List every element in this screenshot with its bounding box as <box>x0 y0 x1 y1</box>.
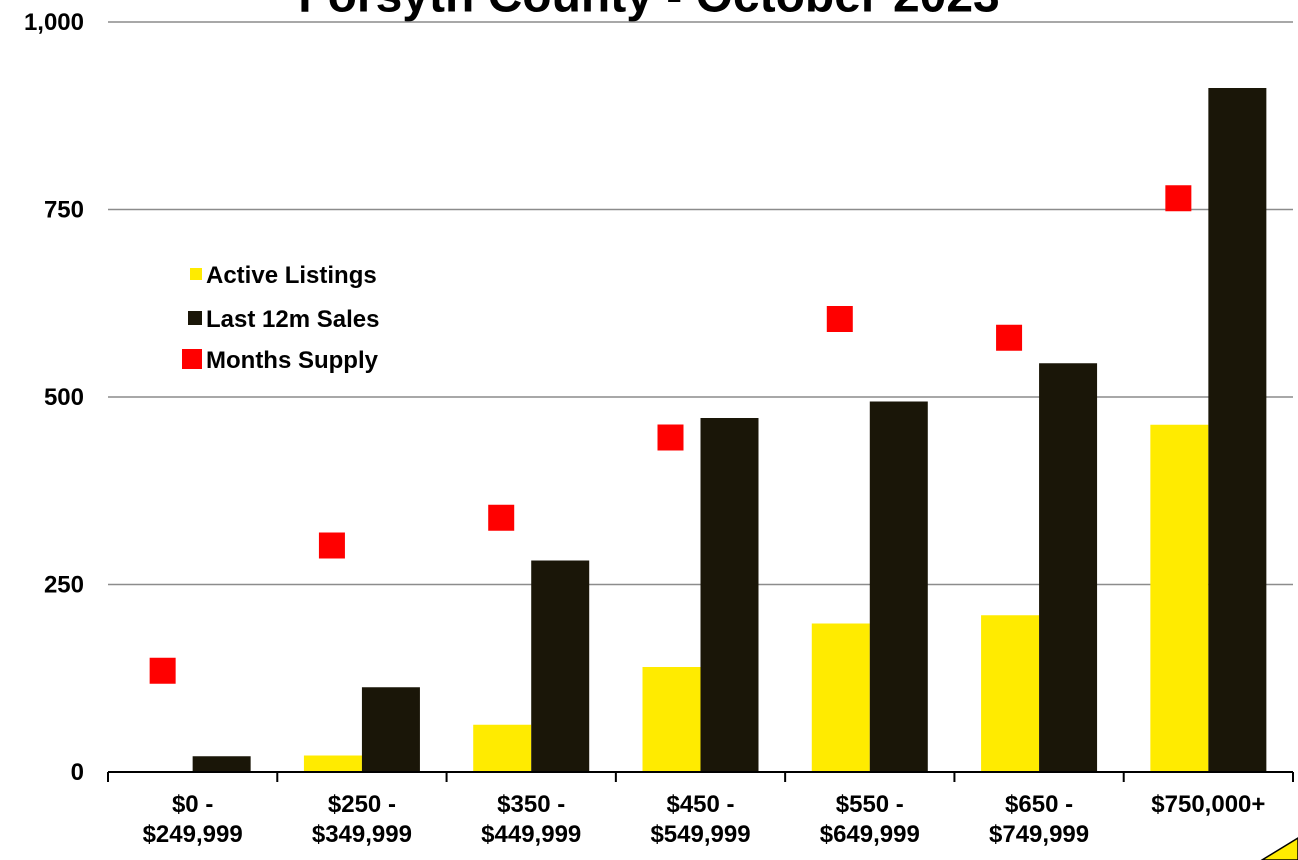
last-12m-sales-bar <box>192 756 251 772</box>
x-tick-label: $450 - <box>666 791 734 818</box>
legend: Active Listings Last 12m Sales Months Supp… <box>182 262 379 374</box>
active-listings-bar <box>642 667 701 772</box>
y-tick-label: 0 <box>71 759 84 786</box>
x-tick-label: $650 - <box>1005 791 1073 818</box>
y-axis-ticks: 0 250 500 750 1,000 <box>24 9 84 786</box>
months-supply-markers <box>149 185 1192 684</box>
active-listings-bar <box>1150 424 1209 772</box>
x-tick-label: $449,999 <box>481 821 581 848</box>
last-12m-sales-bar <box>531 560 590 772</box>
x-tick-label: $250 - <box>328 791 396 818</box>
x-tick-label: $349,999 <box>312 821 412 848</box>
months-supply-marker <box>1165 185 1192 212</box>
last-12m-sales-bar <box>700 418 759 772</box>
active-listings-bar <box>811 623 870 772</box>
months-supply-marker <box>996 324 1023 351</box>
x-tick-label: $350 - <box>497 791 565 818</box>
active-listings-legend-label: Active Listings <box>206 262 377 289</box>
x-tick-label: $750,000+ <box>1151 791 1265 818</box>
last-12m-sales-bar <box>1208 88 1267 772</box>
x-tick-label: $549,999 <box>650 821 750 848</box>
y-tick-label: 750 <box>44 197 84 224</box>
months-supply-legend-label: Months Supply <box>206 347 379 374</box>
bars <box>192 88 1267 772</box>
y-tick-label: 1,000 <box>24 9 84 36</box>
last-12m-sales-legend-swatch <box>188 311 202 325</box>
months-supply-legend-swatch <box>182 349 202 369</box>
x-tick-label: $649,999 <box>820 821 920 848</box>
months-supply-marker <box>657 424 684 451</box>
months-supply-marker <box>318 532 345 559</box>
x-tick-label: $249,999 <box>143 821 243 848</box>
months-supply-marker <box>826 306 853 332</box>
last-12m-sales-bar <box>361 687 420 772</box>
last-12m-sales-legend-label: Last 12m Sales <box>206 306 379 333</box>
corner-logo-fragment <box>1260 837 1298 860</box>
x-axis-ticks: $0 - $249,999 $250 - $349,999 $350 - $449,999… <box>107 772 1294 848</box>
x-tick-label: $749,999 <box>989 821 1089 848</box>
last-12m-sales-bar <box>1039 363 1098 772</box>
last-12m-sales-bar <box>869 401 928 772</box>
active-listings-legend-swatch <box>190 268 202 280</box>
months-supply-marker <box>149 657 176 684</box>
y-tick-label: 500 <box>44 384 84 411</box>
active-listings-bar <box>473 724 532 772</box>
y-tick-label: 250 <box>44 572 84 599</box>
x-tick-label: $550 - <box>836 791 904 818</box>
active-listings-bar <box>981 615 1040 772</box>
active-listings-bar <box>303 755 362 772</box>
chart-title: Forsyth County - October 2023 <box>298 0 999 23</box>
x-tick-label: $0 - <box>172 791 213 818</box>
months-supply-marker <box>488 504 515 531</box>
